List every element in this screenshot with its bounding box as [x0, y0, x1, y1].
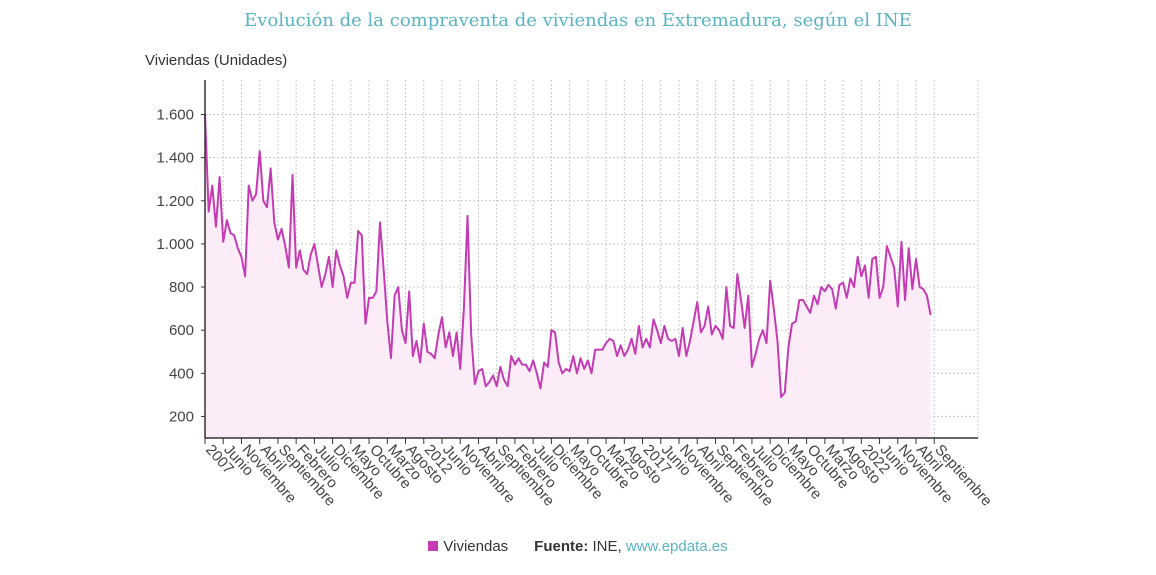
y-tick-label: 1.600 [156, 107, 194, 124]
source-label: Fuente: [534, 538, 589, 555]
series-area-viviendas [205, 114, 931, 438]
legend-swatch [428, 541, 439, 551]
y-tick-label: 1.400 [156, 150, 194, 167]
y-axis-label: Viviendas (Unidades) [145, 52, 288, 69]
legend: Viviendas Fuente: INE, www.epdata.es [0, 538, 1156, 555]
source-link[interactable]: www.epdata.es [625, 538, 728, 555]
chart-title: Evolución de la compraventa de viviendas… [244, 10, 912, 31]
series-line-viviendas [204, 114, 932, 399]
y-tick-label: 1.000 [156, 236, 194, 253]
y-tick-label: 600 [169, 322, 194, 339]
y-tick-label: 200 [169, 408, 194, 425]
y-tick-label: 1.200 [156, 193, 194, 210]
y-tick-label: 800 [169, 279, 194, 296]
legend-label: Viviendas [443, 538, 509, 555]
source-text: INE, [592, 538, 622, 555]
y-tick-labels: 200 400 600 800 1.000 1.200 1.400 1.600 [156, 107, 194, 426]
axes [201, 80, 978, 444]
y-tick-label: 400 [169, 365, 194, 382]
x-tick-labels: 2007JunioNoviembreAbrilSeptiembreFebrero… [202, 441, 995, 509]
